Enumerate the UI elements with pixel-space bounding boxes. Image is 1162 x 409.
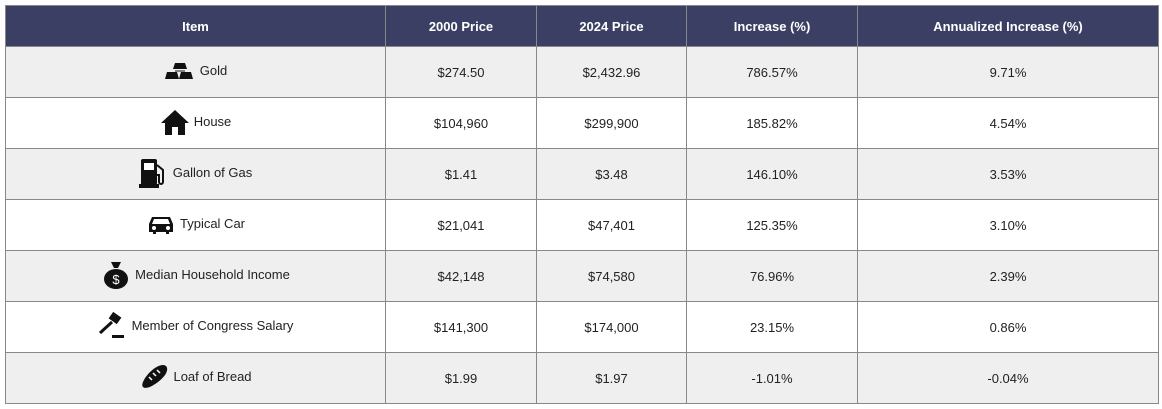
value-cell: $1.97 xyxy=(536,352,687,404)
value-cell: 76.96% xyxy=(686,250,858,302)
header-cell: Item xyxy=(5,5,386,47)
value-cell: $42,148 xyxy=(385,250,537,302)
value-cell: $1.41 xyxy=(385,148,537,200)
item-cell: Gallon of Gas xyxy=(5,148,386,200)
item-icon: $ xyxy=(101,260,131,290)
header-row: Item 2000 Price 2024 Price Increase (%) Annu… xyxy=(5,5,1159,47)
item: Gallon of Gas xyxy=(138,157,253,189)
value-cell: 23.15% xyxy=(686,301,858,353)
table-row: Loaf of Bread $1.99 $1.97 -1.01% -0.04% xyxy=(5,352,1159,404)
value-cell: $141,300 xyxy=(385,301,537,353)
value-cell: 3.10% xyxy=(857,199,1159,251)
value-cell: $74,580 xyxy=(536,250,687,302)
item-cell: Member of Congress Salary xyxy=(5,301,386,353)
value-cell: 146.10% xyxy=(686,148,858,200)
item-label: House xyxy=(193,114,232,129)
item-icon xyxy=(146,213,176,235)
header-cell: 2024 Price xyxy=(536,5,687,47)
item: House xyxy=(160,108,232,136)
table-row: Gallon of Gas $1.41 $3.48 146.10% 3.53% xyxy=(5,148,1159,200)
value-cell: $104,960 xyxy=(385,97,537,149)
item-cell: Loaf of Bread xyxy=(5,352,386,404)
item: Member of Congress Salary xyxy=(98,311,294,341)
item-label: Typical Car xyxy=(179,216,246,231)
value-cell: 125.35% xyxy=(686,199,858,251)
item: Typical Car xyxy=(146,213,245,235)
item-cell: Typical Car xyxy=(5,199,386,251)
value-cell: $21,041 xyxy=(385,199,537,251)
item: Gold xyxy=(164,61,227,81)
table-header: Item 2000 Price 2024 Price Increase (%) Annu… xyxy=(5,5,1159,47)
item-icon xyxy=(164,61,196,81)
table-row: House $104,960 $299,900 185.82% 4.54% xyxy=(5,97,1159,149)
value-cell: $1.99 xyxy=(385,352,537,404)
table-row: Typical Car $21,041 $47,401 125.35% 3.10% xyxy=(5,199,1159,251)
item: Loaf of Bread xyxy=(139,363,252,391)
value-cell: 0.86% xyxy=(857,301,1159,353)
value-cell: 3.53% xyxy=(857,148,1159,200)
value-cell: 4.54% xyxy=(857,97,1159,149)
value-cell: $3.48 xyxy=(536,148,687,200)
item-label: Gold xyxy=(199,63,228,78)
item-cell: Gold xyxy=(5,46,386,98)
header-cell: Annualized Increase (%) xyxy=(857,5,1159,47)
value-cell: $299,900 xyxy=(536,97,687,149)
value-cell: 786.57% xyxy=(686,46,858,98)
item-label: Member of Congress Salary xyxy=(131,318,294,333)
value-cell: 9.71% xyxy=(857,46,1159,98)
value-cell: 185.82% xyxy=(686,97,858,149)
value-cell: -0.04% xyxy=(857,352,1159,404)
value-cell: 2.39% xyxy=(857,250,1159,302)
table-row: Member of Congress Salary $141,300 $174,00… xyxy=(5,301,1159,353)
value-cell: $47,401 xyxy=(536,199,687,251)
table-row: $ Median Household Income $42,148 $74,580 76… xyxy=(5,250,1159,302)
item-icon xyxy=(138,157,169,189)
price-table: Item 2000 Price 2024 Price Increase (%) Annu… xyxy=(5,5,1159,404)
header-cell: Increase (%) xyxy=(686,5,858,47)
value-cell: -1.01% xyxy=(686,352,858,404)
table-body: Gold $274.50 $2,432.96 786.57% 9.71% House $10… xyxy=(5,46,1159,404)
item-label: Gallon of Gas xyxy=(172,165,253,180)
item-cell: House xyxy=(5,97,386,149)
item-cell: $ Median Household Income xyxy=(5,250,386,302)
value-cell: $174,000 xyxy=(536,301,687,353)
svg-text:$: $ xyxy=(113,272,121,287)
table-row: Gold $274.50 $2,432.96 786.57% 9.71% xyxy=(5,46,1159,98)
item-icon xyxy=(160,108,190,136)
value-cell: $274.50 xyxy=(385,46,537,98)
header-cell: 2000 Price xyxy=(385,5,537,47)
item-label: Median Household Income xyxy=(135,267,290,282)
item: $ Median Household Income xyxy=(101,260,290,290)
item-icon xyxy=(98,311,128,341)
item-label: Loaf of Bread xyxy=(173,369,252,384)
item-icon xyxy=(139,363,169,391)
value-cell: $2,432.96 xyxy=(536,46,687,98)
